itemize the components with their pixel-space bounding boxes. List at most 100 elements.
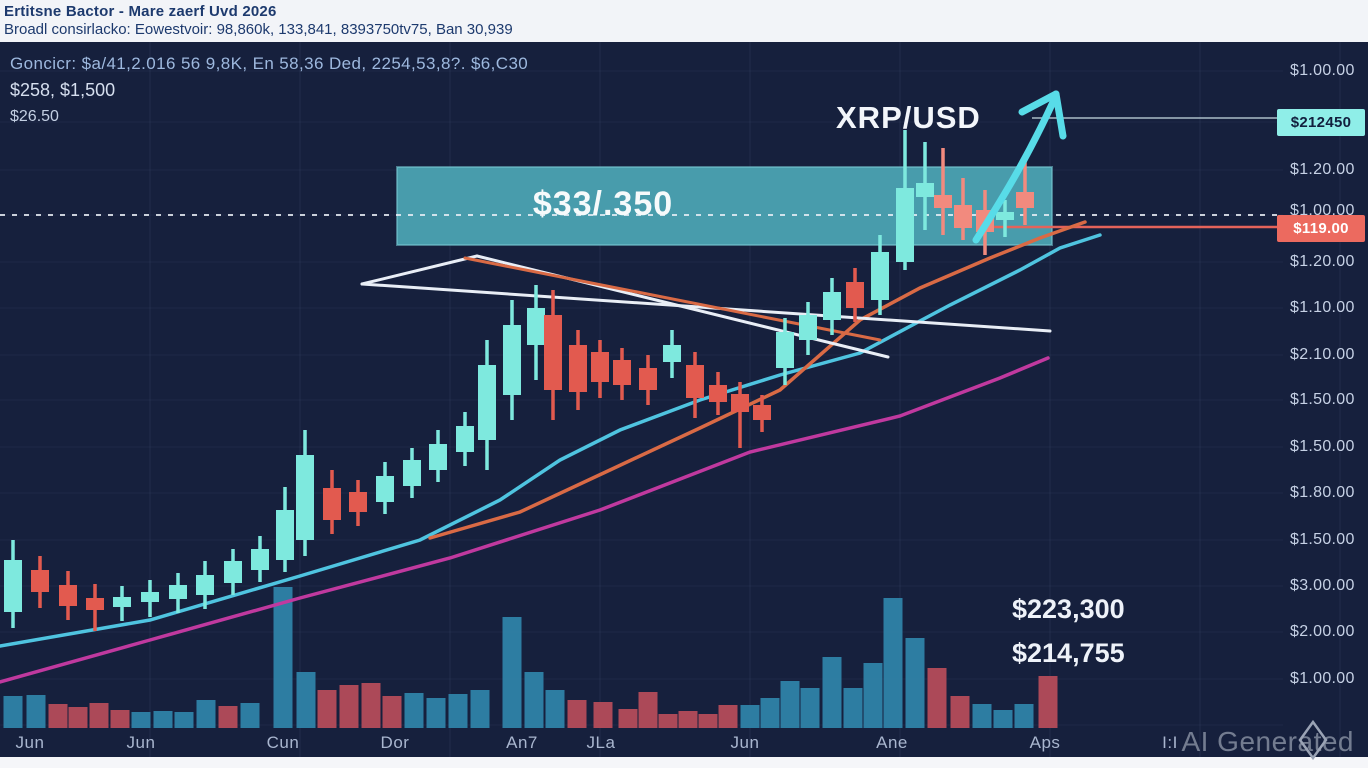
y-axis-label: $1.80.00: [1290, 484, 1355, 501]
volume-bar: [448, 694, 468, 728]
symbol-title: XRP/USD: [836, 100, 981, 135]
ohlc-info-line: Goncicr: $a/41,2.016 56 9,8K, En 58,36 D…: [10, 54, 529, 73]
price-tag-support: $119.00: [1277, 215, 1365, 242]
volume-bar: [593, 702, 613, 728]
volume-bar: [698, 714, 718, 728]
volume-bar: [740, 705, 760, 728]
page-header: Ertitsne Bactor - Mare zaerf Uvd 2026 Br…: [0, 0, 1368, 42]
candle-body: [1016, 192, 1034, 208]
diamond-icon: [1298, 720, 1328, 760]
candle-body: [376, 476, 394, 502]
candle-body: [403, 460, 421, 486]
candle-body: [934, 195, 952, 208]
candle-body: [503, 325, 521, 395]
candle-body: [429, 444, 447, 470]
price-tag-current: $212450: [1277, 109, 1365, 136]
candle-body: [196, 575, 214, 595]
volume-bar: [718, 705, 738, 728]
volume-bar: [993, 710, 1013, 728]
volume-bar: [927, 668, 947, 728]
volume-bar: [1038, 676, 1058, 728]
header-title: Ertitsne Bactor - Mare zaerf Uvd 2026: [4, 3, 277, 20]
volume-bar: [153, 711, 173, 728]
trendline-white: [360, 282, 1052, 333]
y-axis-label: $1.00.00: [1290, 202, 1355, 219]
candle-body: [846, 282, 864, 308]
up-arrow-head: [1052, 90, 1067, 140]
candle-body: [276, 510, 294, 560]
trendline-white: [360, 254, 479, 286]
candle-body: [349, 492, 367, 512]
y-axis-label: $2.00.00: [1290, 623, 1355, 640]
volume-bar: [678, 711, 698, 728]
volume-bar: [3, 696, 23, 728]
y-axis-label: $1.50.00: [1290, 531, 1355, 548]
volume-stat-2: $214,755: [1012, 638, 1125, 668]
x-axis-label: I:I: [1162, 733, 1178, 752]
candle-body: [251, 549, 269, 570]
volume-bar: [470, 690, 490, 728]
volume-bar: [843, 688, 863, 728]
volume-bar: [426, 698, 446, 728]
chart-background: [0, 42, 1368, 757]
y-axis-label: $1.10.00: [1290, 299, 1355, 316]
candle-body: [916, 183, 934, 197]
x-axis-label: An7: [506, 733, 538, 752]
candle-body: [59, 585, 77, 606]
volume-bar: [822, 657, 842, 728]
candle-body: [731, 394, 749, 412]
candle-body: [639, 368, 657, 390]
candle-body: [569, 345, 587, 392]
candle-body: [663, 345, 681, 362]
x-axis-label: Ane: [876, 733, 908, 752]
volume-bar: [658, 714, 678, 728]
volume-bar: [26, 695, 46, 728]
volume-bar: [1014, 704, 1034, 728]
volume-bar: [404, 693, 424, 728]
candle-body: [86, 598, 104, 610]
candle-body: [686, 365, 704, 398]
volume-bar: [317, 690, 337, 728]
candle-body: [4, 560, 22, 612]
candle-body: [224, 561, 242, 583]
price-summary-line1: $258, $1,500: [10, 80, 116, 100]
candle-body: [896, 188, 914, 262]
volume-bar: [196, 700, 216, 728]
volume-bar: [48, 704, 68, 728]
volume-bar: [131, 712, 151, 728]
volume-bar: [780, 681, 800, 728]
volume-bar: [273, 587, 293, 728]
volume-bar: [502, 617, 522, 728]
candle-body: [113, 597, 131, 607]
y-axis-label: $1.50.00: [1290, 391, 1355, 408]
volume-bar: [89, 703, 109, 728]
chart-canvas: [0, 42, 1368, 757]
volume-bar: [382, 696, 402, 728]
header-subtitle: Broadl consirlacko: Eowestvoir: 98,860k,…: [4, 21, 513, 38]
y-axis-label: $2.10.00: [1290, 346, 1355, 363]
up-arrow-head: [1018, 90, 1060, 116]
candle-body: [776, 332, 794, 368]
candle-body: [613, 360, 631, 385]
candle-body: [823, 292, 841, 320]
supply-zone-label: $33/.350: [532, 185, 674, 223]
ma-line-orange: [428, 220, 1087, 540]
ma-line-magenta: [0, 356, 1050, 684]
price-summary-line2: $26.50: [10, 108, 59, 125]
candle-body: [996, 212, 1014, 220]
y-axis-label: $1.20.00: [1290, 253, 1355, 270]
volume-bar: [524, 672, 544, 728]
candle-body: [544, 315, 562, 390]
volume-bar: [110, 710, 130, 728]
volume-bar: [68, 707, 88, 728]
y-axis-label: $1.00.00: [1290, 62, 1355, 79]
y-axis-label: $1.50.00: [1290, 438, 1355, 455]
candle-body: [323, 488, 341, 520]
candle-body: [169, 585, 187, 599]
volume-bar: [905, 638, 925, 728]
x-axis-label: Dor: [380, 733, 410, 752]
x-axis-label: Jun: [730, 733, 760, 752]
volume-bar: [296, 672, 316, 728]
candle-body: [954, 205, 972, 228]
